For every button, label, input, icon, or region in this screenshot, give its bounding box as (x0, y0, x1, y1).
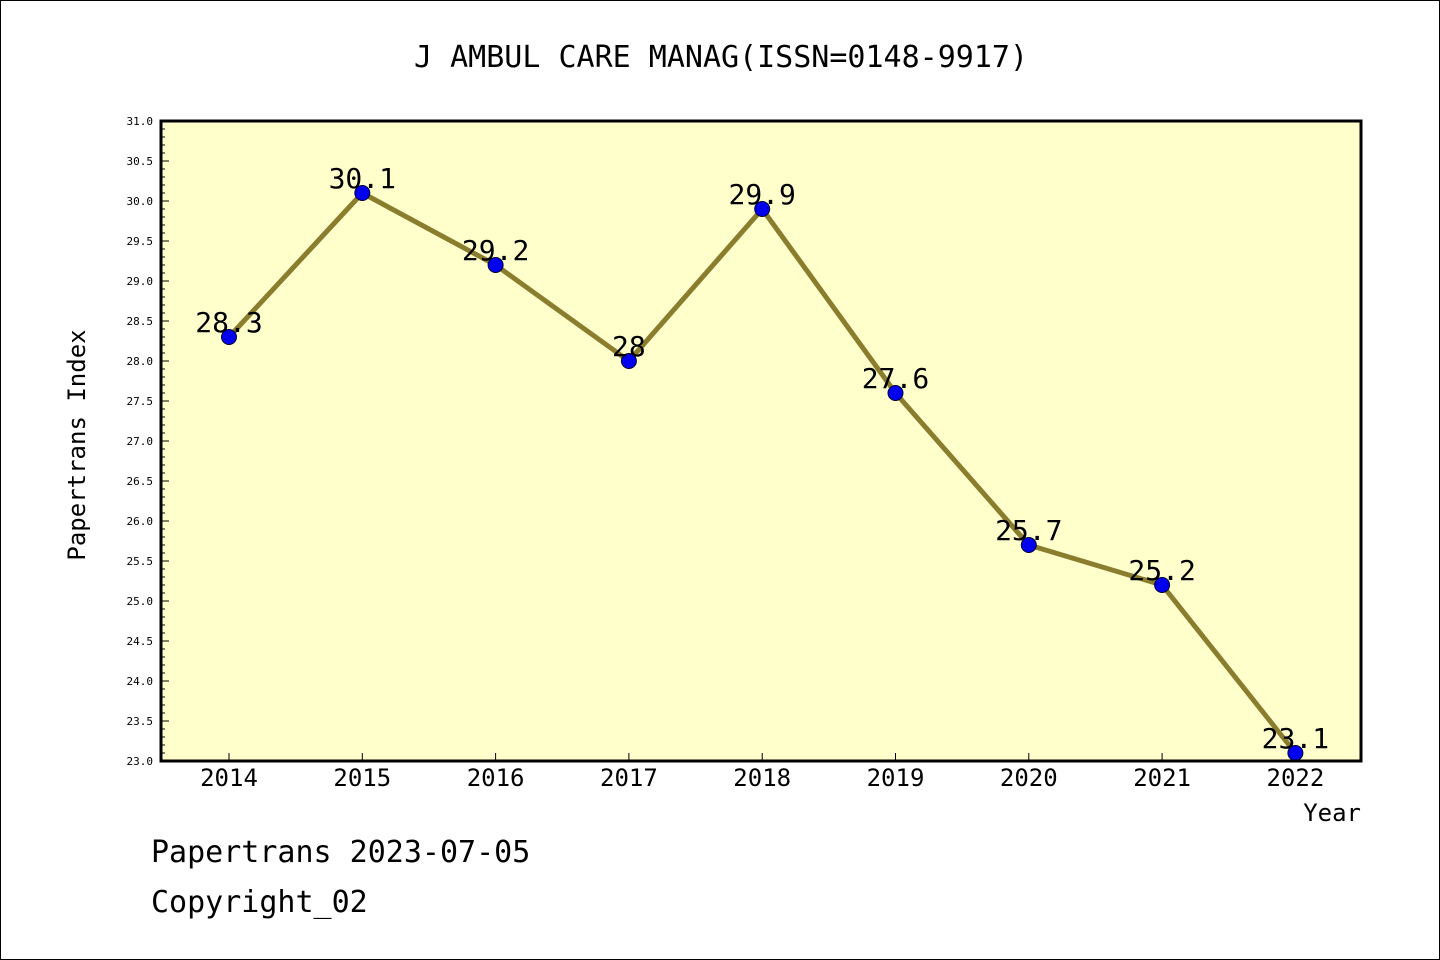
y-tick-label: 24.0 (127, 675, 154, 688)
y-tick-label: 25.0 (127, 595, 154, 608)
y-axis-label: Papertrans Index (63, 329, 91, 560)
data-point-marker (887, 385, 904, 401)
footer-date-text: Papertrans 2023-07-05 (151, 835, 531, 870)
y-tick-label: 28.0 (127, 355, 154, 368)
data-value-label: 28.3 (195, 306, 262, 339)
data-point-marker (221, 329, 237, 345)
x-tick-label: 2015 (333, 764, 391, 792)
y-tick-label: 26.0 (127, 515, 154, 528)
data-point-marker (1020, 537, 1037, 553)
y-tick-label: 29.5 (127, 235, 154, 248)
data-value-label: 23.1 (1262, 722, 1329, 755)
data-point-marker (1154, 577, 1171, 593)
y-tick-label: 31.0 (127, 115, 154, 128)
y-tick-label: 26.5 (127, 475, 154, 488)
x-tick-label: 2018 (733, 764, 791, 792)
data-value-label: 25.2 (1128, 554, 1195, 587)
y-tick-label: 30.0 (127, 195, 154, 208)
x-axis-label: Year (1303, 799, 1361, 827)
x-tick-label: 2021 (1133, 764, 1191, 792)
x-tick-label: 2016 (467, 764, 525, 792)
data-value-label: 25.7 (995, 514, 1062, 547)
y-tick-label: 29.0 (127, 275, 154, 288)
data-value-label: 30.1 (329, 162, 396, 195)
plot-area (161, 121, 1361, 761)
data-point-marker (754, 201, 771, 217)
x-tick-label: 2019 (867, 764, 925, 792)
data-value-label: 29.9 (728, 178, 795, 211)
y-tick-label: 25.5 (127, 555, 154, 568)
y-tick-label: 28.5 (127, 315, 154, 328)
plot-border (159, 119, 1363, 763)
data-value-label: 28 (612, 330, 646, 363)
x-tick-label: 2017 (600, 764, 658, 792)
data-point-marker (354, 185, 371, 201)
x-tick-label: 2014 (200, 764, 258, 792)
chart-title: J AMBUL CARE MANAG(ISSN=0148-9917) (414, 40, 1028, 75)
data-value-label: 27.6 (862, 362, 929, 395)
data-point-marker (620, 353, 637, 369)
footer-copyright-text: Copyright_02 (151, 885, 368, 920)
y-tick-label: 24.5 (127, 635, 154, 648)
x-tick-label: 2022 (1267, 764, 1325, 792)
y-tick-label: 23.5 (127, 715, 154, 728)
data-value-label: 29.2 (462, 234, 529, 267)
y-tick-label: 27.0 (127, 435, 154, 448)
y-tick-label: 27.5 (127, 395, 154, 408)
y-tick-label: 23.0 (127, 755, 154, 768)
y-tick-label: 30.5 (127, 155, 154, 168)
x-tick-label: 2020 (1000, 764, 1058, 792)
data-point-marker (487, 257, 504, 273)
